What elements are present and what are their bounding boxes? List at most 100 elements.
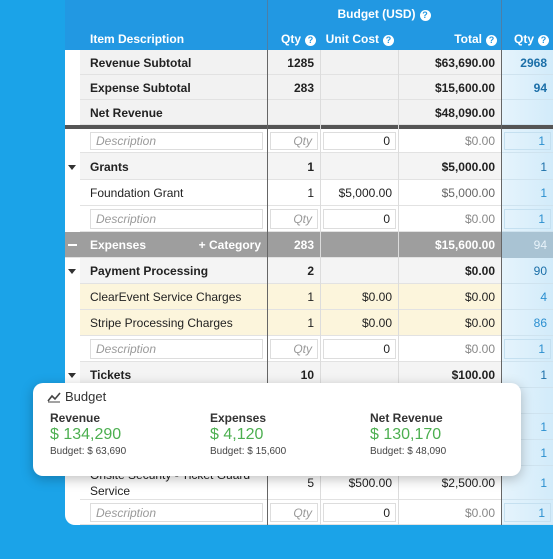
input-field: Description: [90, 503, 263, 522]
row-line: [501, 179, 553, 180]
column-line: [320, 50, 321, 525]
cell-value: $0.00: [361, 316, 392, 330]
item-description: Foundation Grant: [90, 186, 184, 200]
row-bg: [80, 284, 501, 310]
metric-value: $ 130,170: [370, 426, 442, 443]
group-header: Budget (USD): [267, 0, 501, 28]
row-bg: [80, 180, 501, 206]
cell-value: $500.00: [348, 476, 392, 490]
row-bg: [80, 258, 501, 284]
cell-value: $100.00: [451, 368, 495, 382]
row-line: [501, 499, 553, 500]
cell-value: $0.00: [464, 264, 495, 278]
input-field: Qty: [270, 132, 318, 150]
cell-value: $2,500.00: [441, 476, 495, 490]
input-field: Qty: [270, 339, 318, 359]
input-field: Description: [90, 339, 263, 359]
cell-value: 10: [300, 368, 314, 382]
cell-value: 1: [307, 290, 314, 304]
metric-value: $ 4,120: [210, 426, 264, 443]
input-field: 0: [323, 503, 396, 522]
column-header: Qty: [267, 28, 320, 50]
row-line: [501, 205, 553, 206]
cell-value: 2968: [520, 55, 547, 70]
cell-value: 1: [540, 368, 547, 382]
metric-label: Expenses: [210, 411, 267, 425]
cell-value: $0.00: [464, 505, 495, 520]
input-field: Qty: [270, 209, 318, 229]
cell-value: 94: [533, 238, 547, 252]
cell-value: 86: [533, 316, 547, 330]
input-field: Description: [90, 209, 263, 229]
cell-value: $48,090.00: [434, 105, 495, 120]
table-header: Budget (USD) Item Description Qty Unit Cos…: [65, 0, 553, 50]
metric-budget: Budget: $ 63,690: [50, 446, 127, 457]
input-field: 1: [504, 132, 551, 150]
cell-value: 1: [540, 420, 547, 434]
row-line: [501, 152, 553, 153]
input-field: 0: [323, 339, 396, 359]
cell-value: $5,000.00: [338, 186, 392, 200]
column-header-text: Total: [454, 32, 497, 46]
column-line: [267, 50, 268, 525]
row-line: [501, 361, 553, 362]
row-bg: [80, 75, 501, 100]
row-bg: [80, 100, 501, 125]
input-field: Description: [90, 132, 263, 150]
cell-value: 1: [540, 476, 547, 490]
row-line: [501, 413, 553, 414]
column-header-text: Qty: [514, 32, 549, 46]
input-field: 0: [323, 132, 396, 150]
cell-value: $0.00: [361, 290, 392, 304]
cell-value: $5,000.00: [441, 159, 495, 174]
cell-value: 1: [540, 446, 547, 460]
cell-value: 1285: [287, 55, 314, 70]
input-field: 1: [504, 209, 551, 229]
section-qty-bg: [501, 232, 553, 258]
card-title: Budget: [65, 389, 107, 404]
chart-icon: [47, 392, 61, 403]
metric-label: Net Revenue: [370, 411, 443, 425]
row-line: [501, 465, 553, 466]
cell-value: 4: [540, 290, 547, 304]
item-description: Stripe Processing Charges: [90, 316, 233, 330]
group-title: Budget (USD): [338, 7, 431, 21]
item-description: ClearEvent Service Charges: [90, 290, 242, 304]
row-line: [501, 439, 553, 440]
row-line: [501, 524, 553, 525]
input-field: 1: [504, 503, 551, 522]
collapse-minus: [68, 244, 77, 246]
budget-summary-card: Budget Revenue $ 134,290 Budget: $ 63,690 E…: [33, 383, 521, 476]
divider: [65, 125, 553, 129]
input-field: 0: [323, 209, 396, 229]
cell-value: $0.00: [464, 212, 495, 226]
cell-value: 1: [540, 159, 547, 174]
cell-value: $63,690.00: [434, 55, 495, 70]
item-description: Revenue Subtotal: [90, 55, 192, 70]
cell-value: $0.00: [464, 342, 495, 356]
cell-value: 283: [293, 80, 314, 95]
add-category-button[interactable]: + Category: [198, 238, 261, 252]
cell-value: $5,000.00: [441, 186, 495, 200]
collapse-arrow: [68, 269, 76, 274]
item-description: Tickets: [90, 368, 132, 382]
cell-value: 1: [540, 186, 547, 200]
column-line: [398, 50, 399, 525]
metric-budget: Budget: $ 48,090: [370, 446, 447, 457]
item-description: Grants: [90, 159, 129, 174]
item-description: Expenses: [90, 238, 147, 252]
item-description: Net Revenue: [90, 105, 163, 120]
cell-value: 1: [307, 159, 314, 174]
metric-budget: Budget: $ 15,600: [210, 446, 287, 457]
column-header-text: Item Description: [90, 32, 185, 46]
cell-value: $0.00: [464, 134, 495, 148]
column-header: Qty: [501, 28, 553, 50]
row-line: [501, 74, 553, 75]
cell-value: 283: [293, 238, 314, 252]
input-field: 1: [504, 339, 551, 359]
row-bg: [80, 153, 501, 180]
row-line: [501, 231, 553, 232]
column-header-text: Qty: [281, 32, 316, 46]
row-line: [501, 124, 553, 125]
